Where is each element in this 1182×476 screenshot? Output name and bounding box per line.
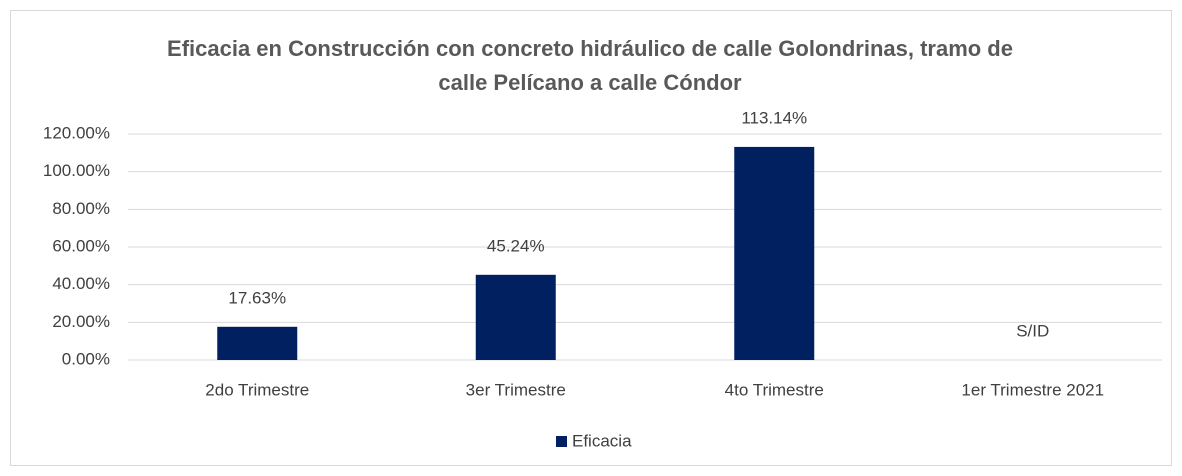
y-tick-label: 120.00% [43, 123, 110, 142]
bar [475, 274, 556, 360]
x-tick-label: 4to Trimestre [725, 380, 824, 399]
bar [734, 146, 815, 360]
legend-label: Eficacia [572, 431, 632, 450]
bar [217, 326, 298, 360]
chart-title: Eficacia en Construcción con concreto hi… [167, 36, 1013, 95]
x-tick-label: 2do Trimestre [205, 380, 309, 399]
x-tick-label: 1er Trimestre 2021 [961, 380, 1104, 399]
legend-swatch [556, 436, 567, 447]
y-tick-label: 100.00% [43, 161, 110, 180]
y-tick-label: 80.00% [52, 199, 110, 218]
data-label: S/ID [1016, 321, 1049, 340]
data-label: 45.24% [487, 236, 545, 255]
y-tick-label: 0.00% [62, 349, 110, 368]
y-tick-label: 60.00% [52, 236, 110, 255]
y-tick-label: 20.00% [52, 312, 110, 331]
x-tick-label: 3er Trimestre [466, 380, 566, 399]
data-label: 17.63% [228, 288, 286, 307]
data-label: 113.14% [741, 108, 807, 127]
y-tick-label: 40.00% [52, 274, 110, 293]
chart-border [10, 10, 1172, 466]
